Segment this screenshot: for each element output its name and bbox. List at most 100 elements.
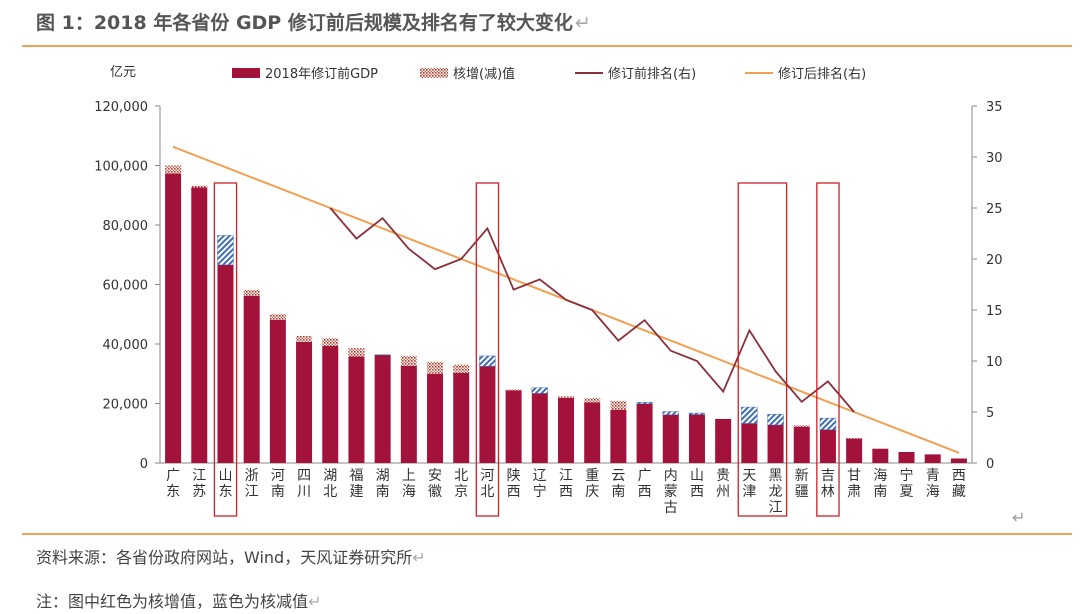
- gdp-bar: [427, 373, 444, 463]
- note-return-mark: ↵: [308, 592, 322, 611]
- category-label: 辽宁: [533, 468, 547, 500]
- right-tick-label: 30: [986, 151, 1003, 166]
- source-return-mark: ↵: [412, 548, 426, 567]
- decrease-segment: [819, 417, 837, 430]
- right-tick-label: 35: [986, 100, 1003, 115]
- gdp-bar: [662, 414, 679, 463]
- increase-segment: [610, 400, 627, 410]
- left-tick-label: 80,000: [103, 219, 149, 234]
- category-label: 甘肃: [847, 468, 861, 500]
- highlight-box: [475, 182, 500, 517]
- gdp-bar: [165, 173, 182, 463]
- gdp-bar: [217, 264, 234, 463]
- gdp-bar: [819, 429, 836, 463]
- category-label: 云南: [611, 468, 625, 500]
- right-tick-label: 0: [986, 457, 994, 472]
- legend-swatch-bar: [232, 68, 260, 78]
- category-label: 江苏: [192, 468, 206, 500]
- category-label: 吉林: [821, 468, 835, 500]
- category-label: 安徽: [428, 468, 442, 500]
- gdp-bar: [505, 390, 522, 463]
- gdp-bar: [400, 365, 417, 463]
- increase-segment: [453, 364, 470, 373]
- category-label: 湖北: [323, 468, 337, 500]
- increase-segment: [243, 289, 260, 296]
- gdp-bar: [872, 448, 889, 463]
- category-label: 山东: [218, 468, 232, 500]
- corner-return-mark: ↵: [1012, 508, 1026, 527]
- category-label: 宁夏: [900, 467, 914, 500]
- category-label: 河北: [480, 468, 494, 500]
- legend-swatch-hatch: [420, 68, 448, 78]
- increase-segment: [505, 389, 522, 391]
- category-label: 河南: [271, 468, 285, 500]
- highlight-box: [737, 182, 788, 517]
- category-label: 内蒙古: [664, 468, 678, 516]
- increase-segment: [191, 185, 208, 188]
- gdp-bar: [715, 418, 732, 463]
- source-note: 资料来源：各省份政府网站，Wind，天风证券研究所↵: [36, 548, 426, 567]
- category-label: 浙江: [245, 468, 259, 500]
- left-tick-label: 60,000: [103, 279, 149, 294]
- gdp-bar: [453, 372, 470, 463]
- gdp-bar: [898, 451, 915, 463]
- decrease-segment: [636, 402, 653, 404]
- gdp-bar: [636, 403, 653, 463]
- gdp-bar: [950, 458, 967, 463]
- right-tick-label: 15: [986, 304, 1003, 319]
- gdp-bar: [584, 402, 601, 463]
- increase-segment: [322, 338, 339, 346]
- highlight-box: [816, 182, 840, 517]
- left-tick-label: 40,000: [103, 338, 149, 353]
- gdp-bar: [688, 414, 705, 463]
- gdp-bar: [374, 355, 391, 463]
- gdp-bar: [767, 424, 784, 463]
- gdp-bar: [793, 426, 810, 463]
- figure-title: 图 1：2018 年各省份 GDP 修订前后规模及排名有了较大变化 ↵: [36, 12, 591, 34]
- footnote: 注：图中红色为核增值，蓝色为核减值↵: [36, 592, 322, 611]
- category-label: 重庆: [585, 468, 599, 500]
- right-tick-label: 25: [986, 202, 1003, 217]
- gdp-bar: [558, 397, 574, 463]
- category-label: 贵州: [716, 468, 730, 500]
- gdp-bar: [348, 356, 365, 463]
- increase-segment: [296, 335, 313, 342]
- category-label: 江西: [559, 468, 573, 500]
- right-tick-label: 20: [986, 253, 1003, 268]
- gdp-bar: [741, 423, 758, 463]
- right-tick-label: 10: [986, 355, 1003, 370]
- category-label: 福建: [349, 468, 363, 500]
- increase-segment: [558, 396, 574, 398]
- legend-label: 修订前排名(右): [608, 66, 696, 82]
- increase-segment: [400, 355, 417, 366]
- gdp-bar: [531, 393, 548, 463]
- highlight-box: [213, 182, 238, 517]
- gdp-bar: [322, 345, 339, 463]
- gdp-bar: [296, 341, 313, 463]
- increase-segment: [846, 438, 863, 439]
- category-label: 新疆: [795, 468, 809, 500]
- increase-segment: [269, 314, 286, 320]
- left-tick-label: 0: [140, 457, 148, 472]
- decrease-segment: [531, 387, 549, 394]
- increase-segment: [584, 398, 601, 403]
- category-label: 西藏: [952, 468, 966, 500]
- category-label: 广西: [638, 468, 652, 500]
- gdp-bar: [479, 366, 496, 463]
- legend-label: 2018年修订前GDP: [265, 66, 378, 82]
- category-label: 北京: [454, 468, 468, 500]
- decrease-segment: [217, 235, 234, 266]
- legend-label: 修订后排名(右): [778, 66, 866, 82]
- rank-before-line: [329, 207, 855, 413]
- increase-segment: [793, 425, 810, 427]
- legend-label: 核增(减)值: [453, 66, 515, 82]
- decrease-segment: [741, 406, 758, 424]
- gdp-bar: [191, 187, 208, 463]
- increase-segment: [165, 165, 182, 174]
- bottom-rule: [22, 533, 1072, 535]
- category-label: 四川: [297, 468, 311, 500]
- left-tick-label: 20,000: [103, 398, 149, 413]
- category-label: 广东: [166, 468, 180, 500]
- title-return-mark: ↵: [574, 12, 591, 34]
- gdp-bar: [243, 295, 260, 463]
